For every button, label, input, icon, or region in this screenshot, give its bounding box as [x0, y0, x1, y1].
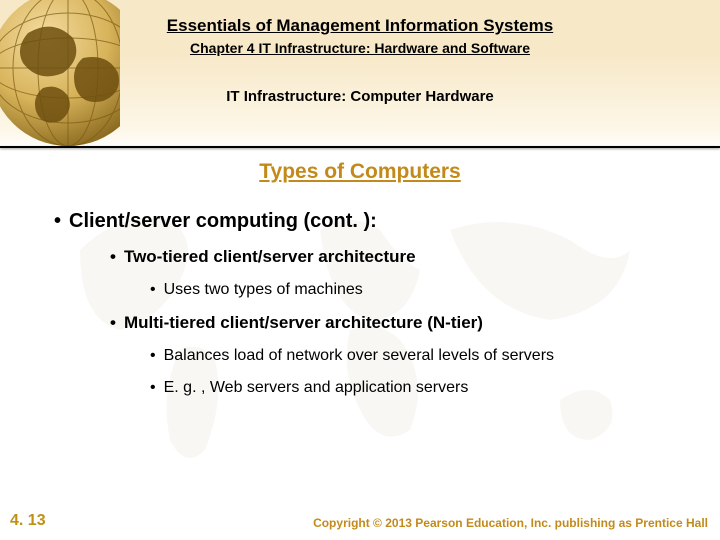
divider-bar [0, 146, 720, 148]
bullet-lvl3: Uses two types of machines [150, 281, 690, 299]
title-main: Essentials of Management Information Sys… [0, 16, 720, 36]
bullet-lvl1: Client/server computing (cont. ): [54, 210, 690, 233]
copyright: Copyright © 2013 Pearson Education, Inc.… [313, 516, 708, 530]
bullet-lvl2: Two-tiered client/server architecture [110, 247, 690, 267]
bullet-lvl2: Multi-tiered client/server architecture … [110, 313, 690, 333]
title-section: IT Infrastructure: Computer Hardware [0, 88, 720, 105]
page-number: 4. 13 [10, 512, 46, 530]
slide: Essentials of Management Information Sys… [0, 0, 720, 540]
title-topic: Types of Computers [0, 160, 720, 184]
bullet-lvl3: E. g. , Web servers and application serv… [150, 379, 690, 397]
content-area: Client/server computing (cont. ): Two-ti… [40, 200, 690, 403]
bullet-lvl3: Balances load of network over several le… [150, 347, 690, 365]
title-chapter: Chapter 4 IT Infrastructure: Hardware an… [0, 40, 720, 56]
